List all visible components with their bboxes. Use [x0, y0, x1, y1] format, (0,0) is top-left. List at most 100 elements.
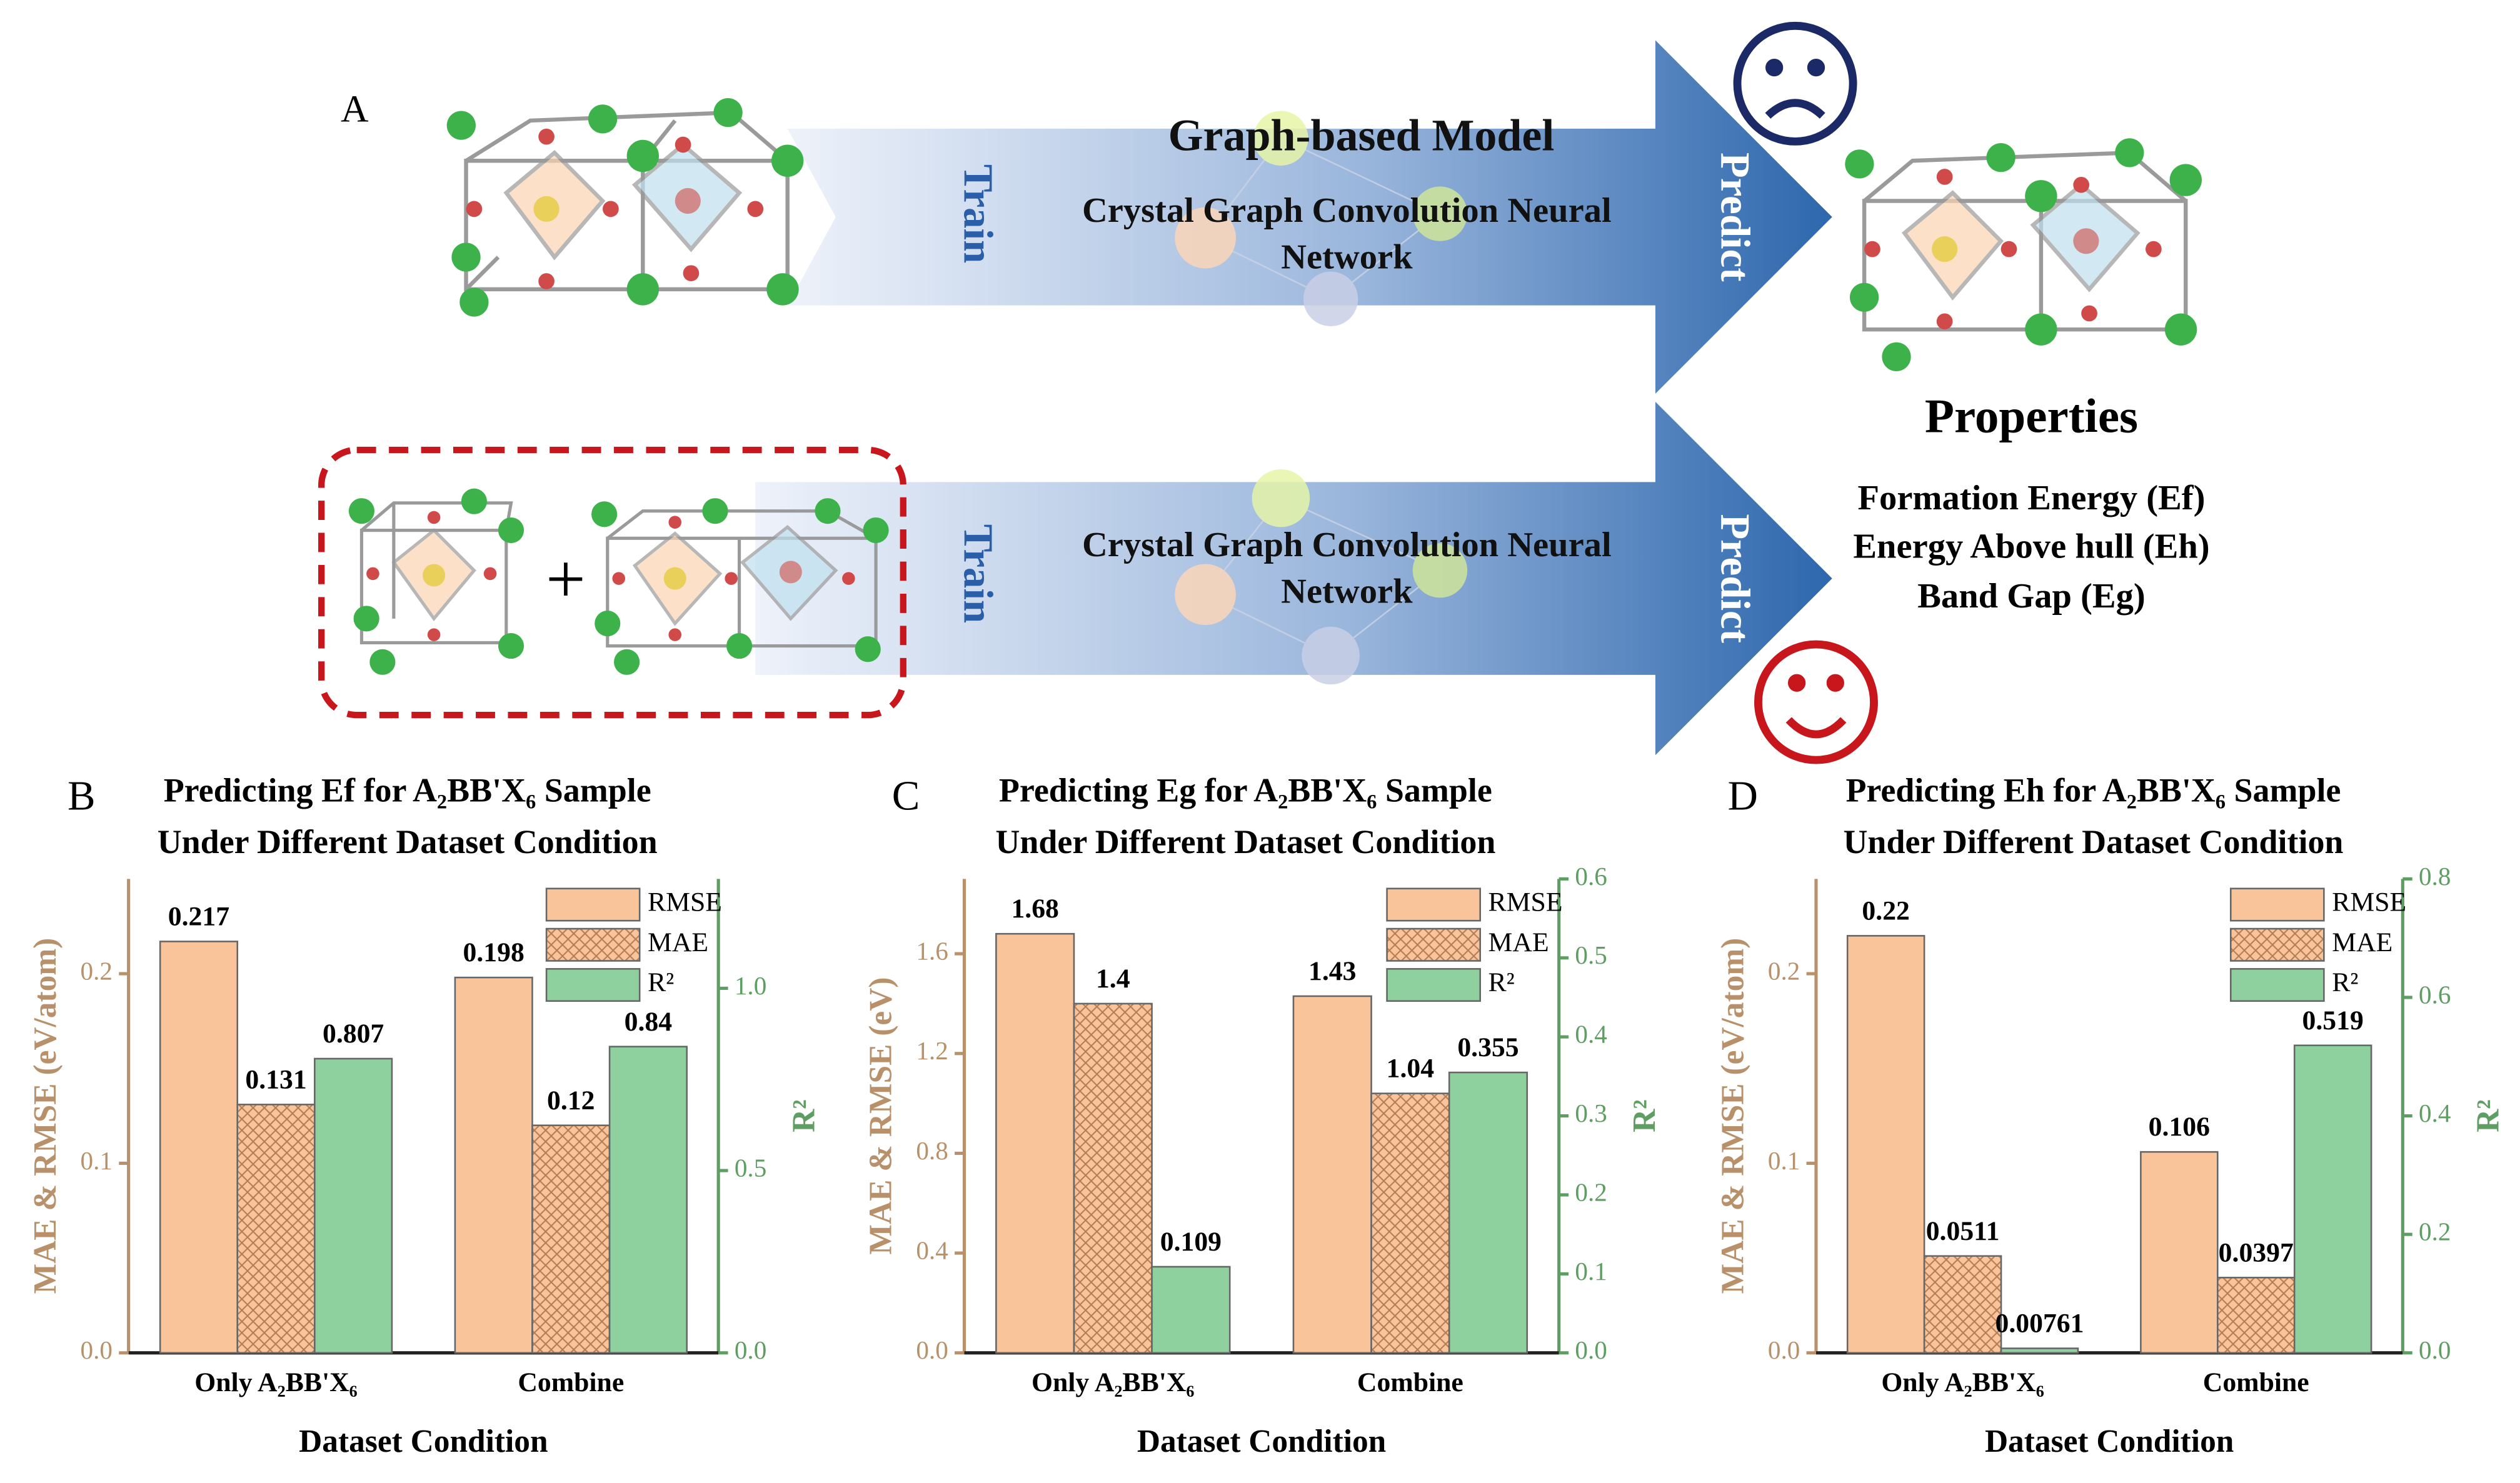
- crystal: [348, 488, 525, 675]
- y2-tick-label: 0.5: [735, 1154, 766, 1182]
- legend-label: R²: [648, 967, 674, 997]
- legend-label: R²: [2332, 967, 2358, 997]
- value-label: 1.04: [1387, 1054, 1435, 1084]
- train-arrow: [755, 401, 1832, 756]
- property: Band Gap (Eg): [1917, 577, 2146, 616]
- y-tick-label: 0.2: [1768, 956, 1800, 985]
- x-tick-label: Only A₂BB'X₆: [1032, 1367, 1194, 1397]
- legend-label: RMSE: [648, 887, 722, 917]
- y2-tick-label: 0.8: [2419, 862, 2451, 891]
- train-label: Train: [955, 164, 1001, 263]
- panel-letter: C: [892, 773, 920, 819]
- y-tick-label: 0.1: [81, 1146, 113, 1175]
- legend-label: MAE: [1488, 927, 1549, 957]
- legend-label: R²: [1488, 967, 1515, 997]
- legend-swatch: [2229, 887, 2325, 922]
- legend-swatch: [1386, 927, 1481, 962]
- chart-title: Under Different Dataset Condition: [995, 823, 1495, 861]
- model-title: Graph-based Model: [1168, 110, 1555, 160]
- value-label: 0.109: [1160, 1227, 1222, 1257]
- bar: [2140, 1151, 2219, 1354]
- bar: [1448, 1071, 1529, 1354]
- network-label: Crystal Graph Convolution Neural: [1082, 526, 1612, 564]
- bar: [608, 1046, 688, 1354]
- bar: [2293, 1044, 2372, 1354]
- legend-swatch: [2229, 968, 2325, 1002]
- y-tick-label: 1.6: [916, 937, 948, 966]
- bar: [2000, 1347, 2079, 1354]
- bar: [1923, 1255, 2002, 1354]
- panel-letter: A: [341, 87, 369, 130]
- y2-tick-label: 0.0: [2419, 1336, 2451, 1364]
- y-tick-label: 0.4: [916, 1236, 948, 1265]
- chart-title: Predicting Eg for A₂BB'X₆ Sample: [999, 772, 1492, 809]
- y2-tick-label: 0.2: [1575, 1177, 1607, 1206]
- legend-label: RMSE: [2332, 887, 2406, 917]
- y2-axis-label: R²: [786, 1099, 821, 1132]
- predict-label: Predict: [1712, 152, 1758, 282]
- bar: [995, 932, 1075, 1354]
- legend-swatch: [545, 968, 641, 1002]
- x-tick-label: Only A₂BB'X₆: [194, 1367, 357, 1397]
- properties-title: Properties: [1925, 389, 2138, 442]
- train-label: Train: [955, 524, 1001, 623]
- y2-tick-label: 0.0: [1575, 1336, 1607, 1364]
- bar: [1073, 1002, 1153, 1354]
- charts: B Predicting Ef for A₂BB'X₆ Sample Under D…: [28, 772, 2506, 1460]
- y2-axis-label: R²: [1627, 1099, 1662, 1132]
- graph-nodes: [1175, 111, 1468, 685]
- y2-tick-label: 0.1: [1575, 1257, 1607, 1286]
- network-label: Network: [1281, 238, 1413, 277]
- bar: [454, 976, 533, 1354]
- property: Formation Energy (Ef): [1858, 479, 2206, 517]
- y2-tick-label: 0.6: [1575, 862, 1607, 891]
- y-axis-label: MAE & RMSE (eV): [863, 977, 899, 1255]
- y2-tick-label: 0.0: [735, 1336, 766, 1364]
- x-tick-label: Only A₂BB'X₆: [1881, 1367, 2044, 1397]
- bar: [1846, 935, 1925, 1354]
- bar: [1292, 995, 1372, 1354]
- legend-label: MAE: [648, 927, 708, 957]
- y-tick-label: 0.2: [81, 956, 113, 985]
- y-tick-label: 0.0: [916, 1336, 948, 1364]
- y-axis-label: MAE & RMSE (eV/atom): [28, 938, 63, 1294]
- bar: [236, 1104, 316, 1354]
- y-tick-label: 0.8: [916, 1136, 948, 1165]
- value-label: 1.4: [1096, 964, 1130, 994]
- y-tick-label: 0.1: [1768, 1146, 1800, 1175]
- y2-tick-label: 0.3: [1575, 1099, 1607, 1127]
- chart-title: Under Different Dataset Condition: [158, 823, 658, 861]
- y-tick-label: 0.0: [81, 1336, 113, 1364]
- legend-swatch: [545, 887, 641, 922]
- value-label: 0.807: [323, 1019, 384, 1049]
- legend-swatch: [545, 927, 641, 962]
- y2-tick-label: 0.5: [1575, 941, 1607, 969]
- train-arrow: [787, 40, 1832, 394]
- x-axis-label: Dataset Condition: [1137, 1424, 1386, 1459]
- chart-title: Predicting Eh for A₂BB'X₆ Sample: [1845, 772, 2341, 809]
- y2-tick-label: 0.4: [2419, 1099, 2451, 1127]
- y-tick-label: 0.0: [1768, 1336, 1800, 1364]
- predict-label: Predict: [1712, 514, 1758, 643]
- y2-tick-label: 0.4: [1575, 1020, 1607, 1049]
- legend-swatch: [1386, 887, 1481, 922]
- legend-swatch: [1386, 968, 1481, 1002]
- value-label: 0.106: [2149, 1112, 2210, 1142]
- value-label: 0.198: [463, 937, 525, 967]
- panel-letter: D: [1728, 773, 1758, 819]
- y2-axis-label: R²: [2471, 1099, 2506, 1132]
- value-label: 0.131: [245, 1064, 306, 1094]
- value-label: 0.0511: [1926, 1216, 2000, 1246]
- x-tick-label: Combine: [2203, 1367, 2309, 1397]
- crystal: [446, 97, 804, 317]
- property: Energy Above hull (Eh): [1853, 527, 2209, 566]
- x-axis-label: Dataset Condition: [299, 1424, 548, 1459]
- value-label: 1.43: [1308, 956, 1356, 986]
- bar: [531, 1124, 611, 1354]
- bar: [159, 941, 239, 1354]
- chart-title: Under Different Dataset Condition: [1843, 823, 2343, 861]
- value-label: 0.0397: [2219, 1237, 2294, 1267]
- legend-label: MAE: [2332, 927, 2392, 957]
